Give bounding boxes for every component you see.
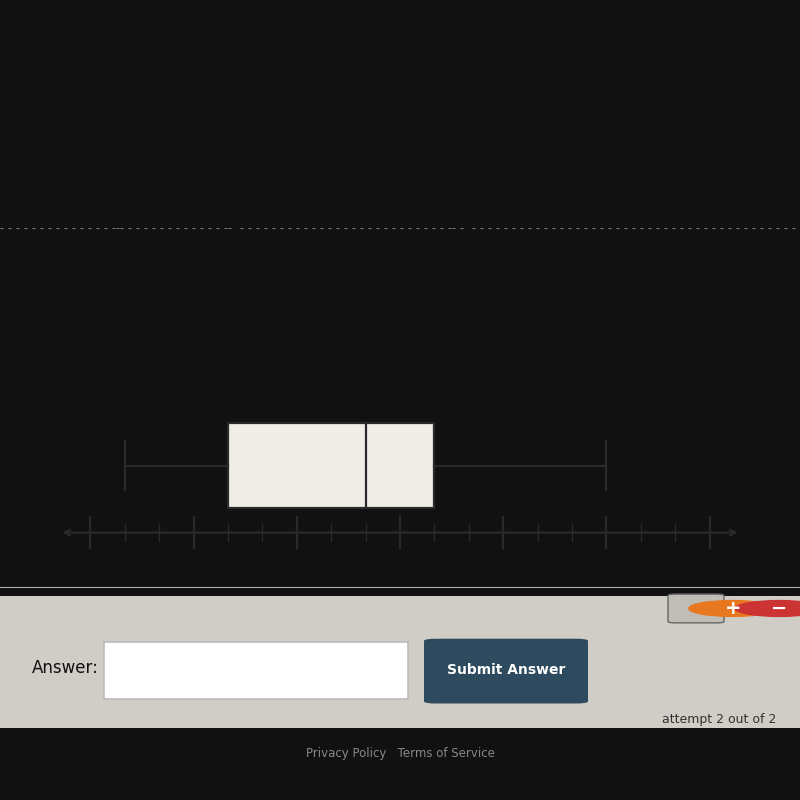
Text: 42: 42 — [82, 554, 99, 568]
Text: attempt 2 out of 2: attempt 2 out of 2 — [662, 713, 776, 726]
FancyBboxPatch shape — [424, 638, 588, 703]
Bar — [228, 423, 434, 508]
FancyBboxPatch shape — [668, 594, 724, 623]
Bar — [104, 642, 408, 699]
Text: 57: 57 — [598, 554, 615, 568]
Text: 48: 48 — [288, 554, 306, 568]
Text: Answer:: Answer: — [32, 658, 99, 677]
Circle shape — [735, 601, 800, 616]
Text: ....: .... — [691, 606, 701, 611]
Text: 54: 54 — [494, 554, 512, 568]
Text: −: − — [771, 599, 787, 618]
Text: 45: 45 — [185, 554, 202, 568]
Text: the data?: the data? — [28, 292, 114, 310]
Circle shape — [689, 601, 777, 616]
Text: Privacy Policy   Terms of Service: Privacy Policy Terms of Service — [306, 746, 494, 760]
Text: 51: 51 — [391, 554, 409, 568]
Text: 60: 60 — [701, 554, 718, 568]
Text: +: + — [725, 599, 741, 618]
Text: The box plot below represents some data set. What is the interquartile range (IQ: The box plot below represents some data … — [28, 250, 800, 267]
Text: Submit Answer: Submit Answer — [447, 663, 566, 678]
